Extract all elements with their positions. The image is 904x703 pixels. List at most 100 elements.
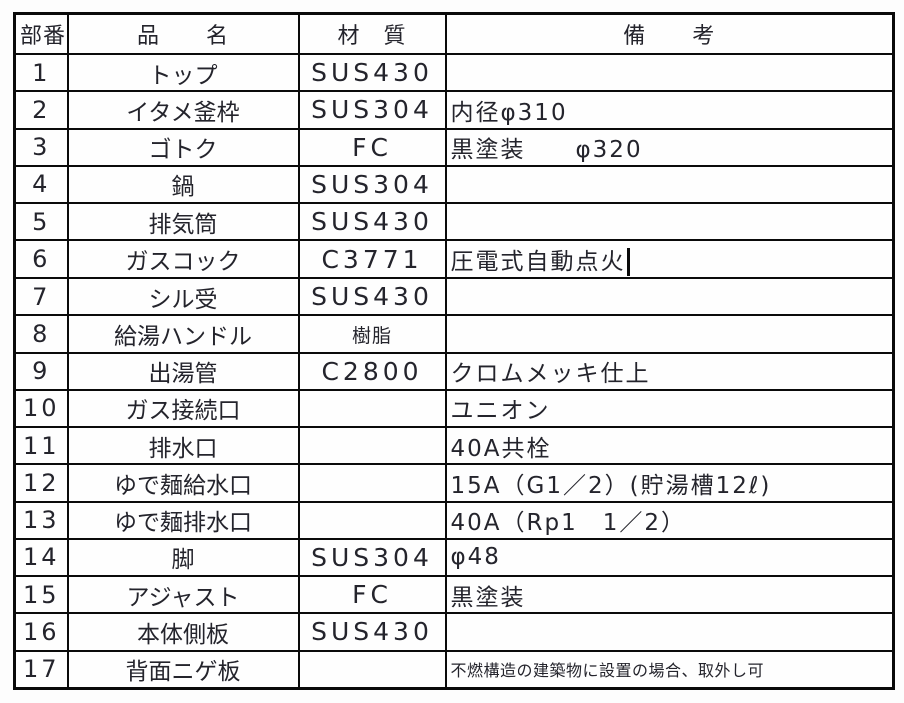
part-name-cell: ガスコック [66,239,300,280]
part-name-cell-text: ゴトク [148,137,218,164]
part-name-cell-text: 給湯ハンドル [114,323,252,350]
remark-cell-text: 黒塗装 φ320 [450,137,643,164]
material-cell-text: C3771 [321,244,423,274]
part-name-cell-text: 脚 [171,547,195,574]
part-no-cell: 6 [13,239,69,280]
part-name-cell: 排水口 [66,426,300,466]
part-name-cell-text: 排水口 [148,435,218,462]
part-no-cell-text: 15 [22,580,60,609]
remark-cell: 内径φ310 [444,90,895,130]
part-no-cell: 14 [13,537,69,578]
remark-cell [444,314,895,354]
part-name-cell-text: 本体側板 [137,621,229,648]
material-cell-text: SUS430 [311,58,433,88]
table-row: 2 イタメ釜枠 SUS304 内径φ310 [13,90,895,130]
table-row: 3 ゴトク FC 黒塗装 φ320 [13,127,895,167]
part-name-cell-text: 排気筒 [148,211,218,238]
remark-cell: 黒塗装 [444,575,895,615]
part-name-cell: 排気筒 [66,201,300,242]
material-cell [297,649,447,690]
remark-cell [444,612,895,652]
material-cell [297,426,447,466]
part-no-cell-text: 14 [22,543,60,572]
remark-cell [444,164,895,205]
remark-cell[interactable]: 圧電式自動点火 [444,239,895,280]
table-row: 9 出湯管 C2800 クロムメッキ仕上 [13,351,895,391]
part-name-cell: 背面ニゲ板 [66,649,300,690]
table-row: 4 鍋 SUS304 [13,164,895,205]
material-cell-text: SUS304 [311,542,433,572]
table-row: 13 ゆで麺排水口 40A（Rp1 1／2） [13,500,895,540]
remark-cell-text: 不燃構造の建築物に設置の場合、取外し可 [450,661,765,681]
table-row: 10 ガス接続口 ユニオン [13,388,895,429]
part-name-cell-text: ゆで麺排水口 [114,510,252,537]
part-name-cell-text: アジャスト [126,584,240,611]
part-name-cell-text: シル受 [148,286,218,313]
material-cell-text: SUS304 [311,95,433,125]
part-name-cell: シル受 [66,277,300,317]
part-no-cell-text: 2 [32,95,51,124]
part-no-cell: 3 [13,127,69,167]
table-row: 6 ガスコック C3771 圧電式自動点火 [13,239,895,280]
table-row: 15 アジャスト FC 黒塗装 [13,575,895,615]
table-row: 16 本体側板 SUS430 [13,612,895,652]
material-cell: SUS430 [297,277,447,317]
part-no-cell: 13 [13,500,69,540]
table-row: 5 排気筒 SUS430 [13,201,895,242]
part-name-cell: ガス接続口 [66,388,300,429]
part-name-cell: 出湯管 [66,351,300,391]
remark-cell-text: 40A（Rp1 1／2） [450,510,686,537]
material-cell-text: SUS304 [311,169,433,199]
remark-cell-text: 15A（G1／2）(貯湯槽12ℓ) [450,472,772,499]
material-cell: SUS304 [297,537,447,578]
table-row: 17 背面ニゲ板 不燃構造の建築物に設置の場合、取外し可 [13,649,895,690]
parts-table: 部番 品 名 材 質 備 考 1 トップ SUS430 2 イタメ釜枠 SUS304 内径φ… [13,12,895,690]
part-no-cell: 15 [13,575,69,615]
material-cell-text: FC [352,580,392,610]
material-cell-text: SUS430 [311,617,433,647]
part-no-cell-text: 6 [32,245,51,274]
part-no-cell-text: 17 [22,655,60,684]
parts-list-sheet: 部番 品 名 材 質 備 考 1 トップ SUS430 2 イタメ釜枠 SUS304 内径φ… [13,12,895,690]
part-no-cell: 1 [13,52,69,93]
table-row: 14 脚 SUS304 φ48 [13,537,895,578]
material-cell: SUS304 [297,164,447,205]
table-row: 12 ゆで麺給水口 15A（G1／2）(貯湯槽12ℓ) [13,463,895,503]
part-no-cell-text: 10 [22,394,60,423]
part-no-cell: 9 [13,351,69,391]
header-remarks: 備 考 [444,12,895,55]
remark-cell-text: 40A共栓 [450,435,552,462]
part-name-cell: 給湯ハンドル [66,314,300,354]
material-cell: 樹脂 [297,314,447,354]
header-material: 材 質 [297,12,447,55]
material-cell-text: C2800 [321,356,423,386]
remark-cell-text: 圧電式自動点火 [450,248,626,275]
remark-cell [444,201,895,242]
part-name-cell: 脚 [66,537,300,578]
material-cell: SUS304 [297,90,447,130]
remark-cell-text: 黒塗装 [450,584,526,611]
remark-cell: 黒塗装 φ320 [444,127,895,167]
material-cell-text: 樹脂 [351,325,392,348]
part-name-cell: イタメ釜枠 [66,90,300,130]
material-cell [297,500,447,540]
remark-cell: 40A（Rp1 1／2） [444,500,895,540]
part-no-cell-text: 8 [32,319,51,348]
material-cell: C2800 [297,351,447,391]
part-name-cell-text: 背面ニゲ板 [125,659,241,686]
part-no-cell-text: 1 [32,58,51,87]
material-cell: SUS430 [297,612,447,652]
part-name-cell: ゆで麺給水口 [66,463,300,503]
material-cell: FC [297,575,447,615]
part-no-cell-text: 5 [32,207,51,236]
part-no-cell: 8 [13,314,69,354]
part-name-cell: ゆで麺排水口 [66,500,300,540]
part-name-cell-text: 出湯管 [148,361,218,388]
part-no-cell: 5 [13,201,69,242]
material-cell: C3771 [297,239,447,280]
part-no-cell-text: 13 [22,506,60,535]
part-name-cell: ゴトク [66,127,300,167]
header-name: 品 名 [66,12,300,55]
remark-cell: ユニオン [444,388,895,429]
remark-cell: クロムメッキ仕上 [444,351,895,391]
